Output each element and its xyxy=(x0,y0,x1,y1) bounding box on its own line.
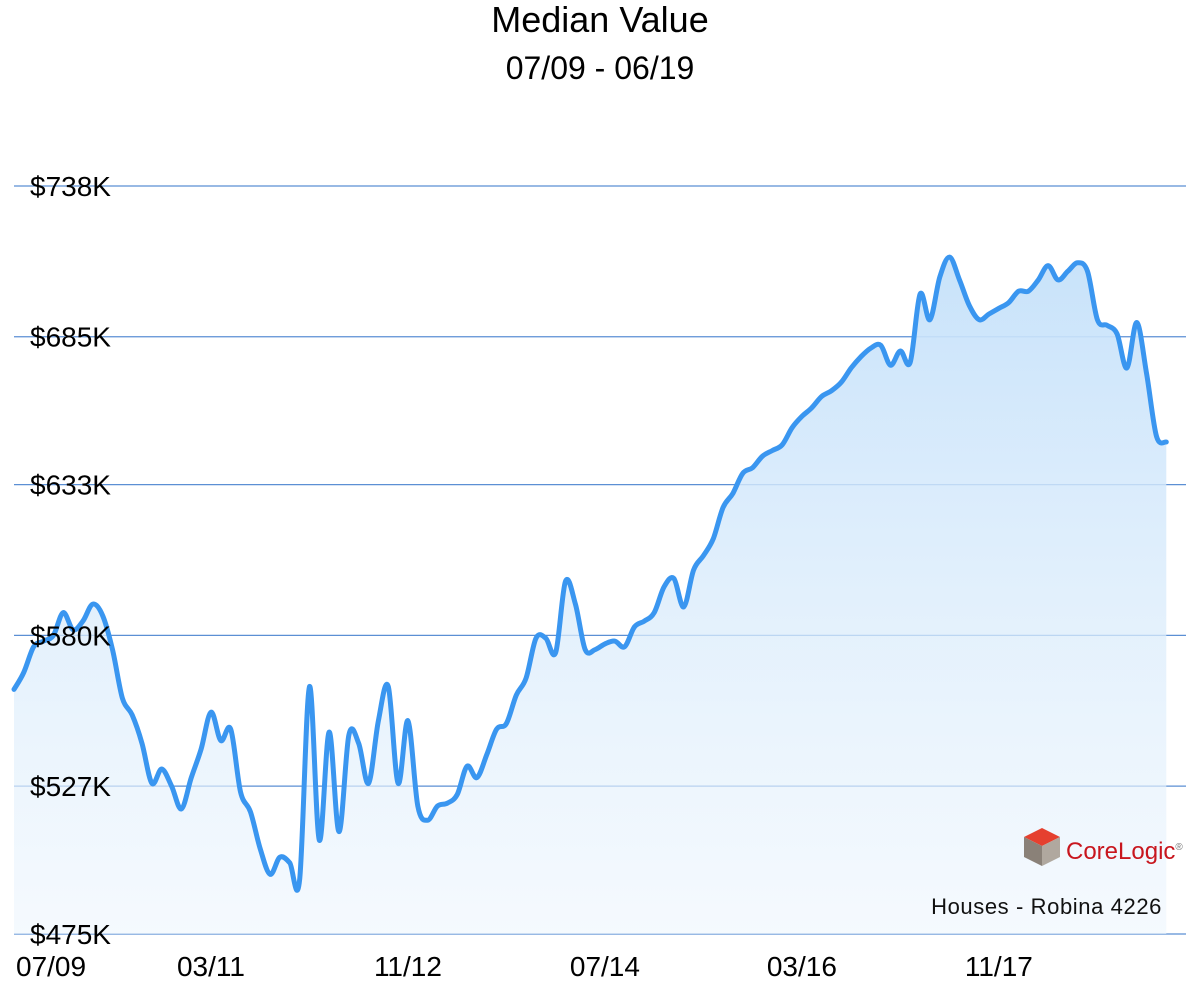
area-fill xyxy=(14,257,1167,934)
cube-right-face xyxy=(1042,837,1060,866)
y-tick-label: $738K xyxy=(30,171,111,202)
x-tick-label: 11/12 xyxy=(374,951,442,982)
y-tick-label: $475K xyxy=(30,919,111,950)
series-line xyxy=(11,254,1169,893)
chart-caption: Houses - Robina 4226 xyxy=(931,894,1162,919)
x-tick-label: 03/11 xyxy=(177,951,245,982)
x-tick-label: 07/14 xyxy=(570,951,640,982)
cube-left-face xyxy=(1024,837,1042,866)
y-tick-label: $685K xyxy=(30,322,111,353)
y-axis-ticks: $475K $527K $580K $633K $685K $738K xyxy=(30,171,111,950)
corelogic-cube-icon xyxy=(1024,828,1060,866)
x-tick-label: 07/09 xyxy=(16,951,86,982)
x-axis-ticks: 07/09 03/11 11/12 07/14 03/16 11/17 xyxy=(16,951,1033,982)
chart-subtitle: 07/09 - 06/19 xyxy=(505,50,695,86)
corelogic-logo: CoreLogic® xyxy=(1022,826,1183,870)
chart-title: Median Value xyxy=(491,0,709,40)
x-tick-label: 11/17 xyxy=(965,951,1033,982)
registered-mark: ® xyxy=(1175,842,1183,853)
x-tick-label: 03/16 xyxy=(767,951,837,982)
y-tick-label: $633K xyxy=(30,470,111,501)
corelogic-wordmark: CoreLogic® xyxy=(1066,838,1183,865)
y-tick-label: $580K xyxy=(30,620,111,651)
y-tick-label: $527K xyxy=(30,771,111,802)
